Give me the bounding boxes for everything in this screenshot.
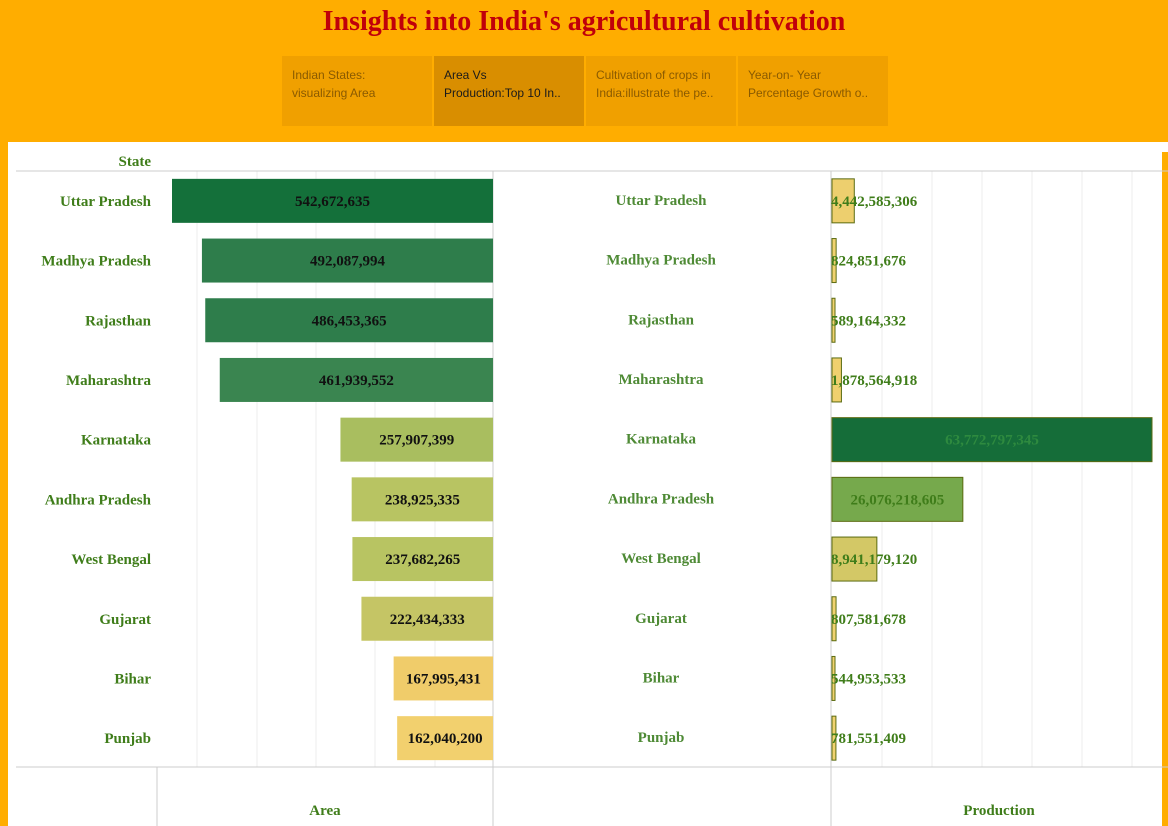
state-label: Andhra Pradesh (45, 492, 152, 508)
page-title: Insights into India's agricultural culti… (322, 6, 846, 37)
production-data-label: 824,851,676 (831, 254, 907, 270)
state-label: Bihar (114, 671, 151, 687)
production-bar (831, 238, 837, 284)
panel-edge (1162, 142, 1168, 152)
tab-label-line1: Cultivation of crops in (596, 68, 711, 82)
tab-label-line2: Percentage Growth o.. (748, 86, 869, 100)
tab-label-line2: visualizing Area (292, 86, 376, 100)
production-bar (831, 476, 964, 522)
state-label-mid: Gujarat (635, 611, 687, 627)
production-axis-title: Production (963, 803, 1035, 819)
production-bar (831, 297, 836, 343)
tab-label-line2: India:illustrate the pe.. (596, 86, 714, 100)
production-data-label: 26,076,218,605 (851, 492, 945, 508)
state-label-mid: Rajasthan (628, 312, 695, 328)
state-label: Karnataka (81, 433, 152, 449)
state-label-mid: Andhra Pradesh (608, 491, 715, 507)
production-data-label: 807,581,678 (831, 612, 906, 628)
area-data-label: 486,453,365 (312, 313, 387, 329)
area-bar (397, 716, 493, 761)
state-label-mid: Uttar Pradesh (616, 193, 708, 209)
tab-cultivation-of-crops[interactable]: Cultivation of crops in India:illustrate… (586, 56, 736, 126)
production-data-label: 544,953,533 (831, 671, 906, 687)
production-data-label: 63,772,797,345 (945, 433, 1039, 449)
state-label-mid: Bihar (643, 670, 680, 686)
tab-label-line1: Area Vs (444, 68, 487, 82)
area-bar (172, 178, 493, 223)
area-data-label: 492,087,994 (310, 254, 386, 270)
production-data-label: 781,551,409 (831, 731, 906, 747)
area-data-label: 257,907,399 (379, 433, 454, 449)
tab-strip: Indian States: visualizing Area Area Vs … (282, 56, 888, 126)
production-bar (831, 655, 836, 701)
area-bar (361, 596, 493, 641)
state-label-mid: Madhya Pradesh (606, 253, 716, 269)
state-label: Punjab (104, 731, 151, 747)
area-data-label: 237,682,265 (385, 552, 460, 568)
production-bar (831, 417, 1153, 463)
area-data-label: 222,434,333 (390, 612, 465, 628)
area-bar (393, 656, 493, 701)
production-data-label: 4,442,585,306 (831, 194, 918, 210)
production-data-label: 8,941,179,120 (831, 552, 917, 568)
production-data-label: 1,878,564,918 (831, 373, 917, 389)
tab-year-on-year-growth[interactable]: Year-on- Year Percentage Growth o.. (738, 56, 888, 126)
area-axis-title: Area (309, 803, 341, 819)
area-data-label: 461,939,552 (319, 373, 394, 389)
state-label: West Bengal (71, 552, 151, 568)
tab-label-line1: Indian States: (292, 68, 366, 82)
area-bar (201, 238, 493, 283)
state-label: Madhya Pradesh (41, 254, 151, 270)
row-header: State (119, 154, 152, 170)
state-label-mid: Punjab (638, 730, 685, 746)
production-bar (831, 178, 855, 224)
production-bar (831, 357, 842, 403)
state-label-mid: Maharashtra (619, 372, 704, 388)
dashboard-panel (8, 142, 1162, 826)
state-label-mid: West Bengal (621, 551, 701, 567)
production-bar (831, 536, 878, 582)
area-data-label: 238,925,335 (385, 492, 460, 508)
state-label: Uttar Pradesh (60, 194, 152, 210)
area-bar (351, 477, 493, 522)
state-label-mid: Karnataka (626, 432, 697, 448)
state-label: Rajasthan (85, 313, 152, 329)
area-bar (352, 537, 493, 582)
state-label: Maharashtra (66, 373, 151, 389)
production-data-label: 589,164,332 (831, 313, 906, 329)
state-label: Gujarat (99, 612, 151, 628)
tab-label-line1: Year-on- Year (748, 68, 821, 82)
area-data-label: 167,995,431 (406, 671, 481, 687)
production-bar (831, 596, 837, 642)
area-bar (205, 298, 493, 343)
area-bar (340, 417, 493, 462)
area-data-label: 542,672,635 (295, 194, 370, 210)
production-bar (831, 715, 837, 761)
tab-area-vs-production[interactable]: Area Vs Production:Top 10 In.. (434, 56, 584, 126)
tab-indian-states-area[interactable]: Indian States: visualizing Area (282, 56, 432, 126)
tab-label-line2: Production:Top 10 In.. (444, 86, 561, 100)
area-data-label: 162,040,200 (408, 731, 483, 747)
area-bar (219, 357, 493, 402)
